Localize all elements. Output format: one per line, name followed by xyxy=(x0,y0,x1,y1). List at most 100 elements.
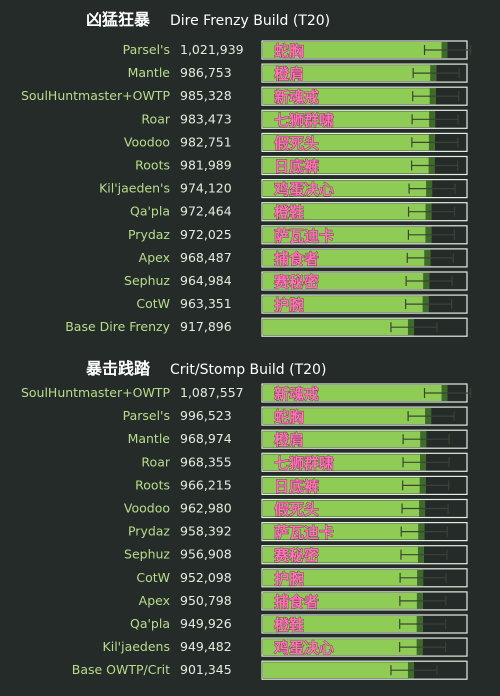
value-label: 963,351 xyxy=(180,296,232,311)
category-label: Voodoo xyxy=(124,134,170,149)
bar xyxy=(261,521,468,542)
category-label: Roots xyxy=(135,477,170,492)
annotation-tag: 新魂戒 xyxy=(274,88,319,106)
bar-fill xyxy=(263,134,435,151)
value-label: 956,908 xyxy=(180,547,232,562)
bar-row: Mantle 986,753 橙肩 xyxy=(128,63,468,83)
bar-row: Parsel's 996,523 蛇胸 xyxy=(123,406,468,426)
value-label: 982,751 xyxy=(180,134,232,149)
chart-rows-dire-frenzy: Parsel's 1,021,939 蛇胸 Mantle 986,753 橙肩 SoulHu… xyxy=(21,40,472,337)
bar-fill xyxy=(263,662,414,679)
bar xyxy=(261,475,468,495)
category-label: Mantle xyxy=(128,431,171,446)
value-label: 950,798 xyxy=(180,593,232,608)
bar xyxy=(261,660,468,680)
chart-section-dire-frenzy: 凶猛狂暴 Dire Frenzy Build (T20) Parsel's 1,0… xyxy=(21,10,472,337)
category-label: Prydaz xyxy=(128,524,170,539)
chart-title-crit-stomp: 暴击践踏 xyxy=(85,359,151,378)
bar-row: Voodoo 962,980 假死头 xyxy=(124,498,468,519)
bar-row: Roar 983,473 七狮群啸 xyxy=(141,109,468,130)
bar-fill xyxy=(263,273,430,289)
bar-row: Prydaz 958,392 萨瓦迪卡 xyxy=(128,521,468,542)
annotation-tag: 赛秘密 xyxy=(273,273,319,291)
bar-fill xyxy=(263,296,429,313)
bar-fill xyxy=(263,180,433,197)
chart-rows-crit-stomp: SoulHuntmaster+OWTP 1,087,557 新魂戒 Parsel's 9… xyxy=(21,383,472,680)
annotation-tag: 新魂戒 xyxy=(274,385,319,403)
category-label: Mantle xyxy=(128,65,171,80)
category-label: Sephuz xyxy=(124,273,170,288)
bar xyxy=(261,498,468,519)
bar xyxy=(261,225,468,245)
value-label: 901,345 xyxy=(180,662,232,677)
annotation-tag: 赛秘密 xyxy=(273,547,319,565)
annotation-tag: 蛇胸 xyxy=(274,408,304,426)
annotation-tag: 鸡蛋决心 xyxy=(273,181,334,199)
category-label: Roots xyxy=(135,158,170,173)
bar xyxy=(261,86,468,106)
bar-fill xyxy=(263,88,436,105)
bar xyxy=(261,429,468,449)
category-label: Apex xyxy=(139,593,170,608)
bar-row: Prydaz 972,025 萨瓦迪卡 xyxy=(128,225,468,245)
category-label: Apex xyxy=(139,250,170,265)
chart-title-dire-frenzy: 凶猛狂暴 xyxy=(86,10,151,29)
bar-row: Apex 950,798 捕食者 xyxy=(139,591,468,611)
value-label: 952,098 xyxy=(180,570,232,585)
value-label: 962,980 xyxy=(180,501,232,516)
bar-fill xyxy=(263,546,424,563)
value-label: 985,328 xyxy=(180,88,232,103)
bar-row: Kil'jaeden's 974,120 鸡蛋决心 xyxy=(99,179,468,199)
category-label: Parsel's xyxy=(123,408,170,423)
bar-row: Qa'pla 972,464 橙鞋 xyxy=(130,202,468,222)
value-label: 917,896 xyxy=(180,319,232,334)
bar-fill xyxy=(263,431,427,448)
value-label: 996,523 xyxy=(180,408,232,423)
bar-row: CotW 952,098 护腕 xyxy=(136,568,468,588)
value-label: 958,392 xyxy=(180,524,232,539)
bar-row: Roots 981,989 日底裤 xyxy=(135,155,468,176)
bar-row: Roots 966,215 日底裤 xyxy=(135,475,468,496)
annotation-tag: 萨瓦迪卡 xyxy=(274,524,334,542)
value-label: 972,025 xyxy=(180,227,232,242)
bar-row: Sephuz 956,908 赛秘密 xyxy=(124,545,468,565)
category-label: Roar xyxy=(141,111,170,126)
value-label: 968,974 xyxy=(180,431,232,446)
bar-row: Apex 968,487 捕食者 xyxy=(139,248,468,268)
annotation-tag: 日底裤 xyxy=(274,477,319,495)
category-label: Qa'pla xyxy=(130,616,170,631)
category-label: CotW xyxy=(136,570,170,585)
value-label: 949,926 xyxy=(180,616,232,631)
annotation-tag: 护腕 xyxy=(274,570,304,588)
bar-row: Voodoo 982,751 假死头 xyxy=(124,132,468,153)
value-label: 949,482 xyxy=(180,639,232,654)
bar-fill xyxy=(263,616,423,632)
category-label: Qa'pla xyxy=(130,204,170,219)
bar xyxy=(261,406,468,426)
annotation-tag: 捕食者 xyxy=(274,593,319,611)
value-label: 968,355 xyxy=(180,454,232,469)
annotation-tag: 假死头 xyxy=(274,134,319,152)
annotation-tag: 日底裤 xyxy=(274,158,319,176)
bar-row: Roar 968,355 七狮群啸 xyxy=(141,452,468,473)
bar xyxy=(261,614,468,634)
value-label: 1,087,557 xyxy=(180,385,244,400)
category-label: SoulHuntmaster+OWTP xyxy=(21,385,171,400)
bar-fill xyxy=(263,569,424,586)
bar-fill xyxy=(263,226,432,243)
bar xyxy=(261,155,468,176)
bar xyxy=(261,452,468,472)
bar-row: Sephuz 964,984 赛秘密 xyxy=(124,271,468,291)
bar-fill xyxy=(263,203,432,220)
bar xyxy=(261,109,468,129)
bar-row: SoulHuntmaster+OWTP 985,328 新魂戒 xyxy=(21,86,468,106)
chart-subtitle-crit-stomp: Crit/Stomp Build (T20) xyxy=(170,362,326,378)
bar-fill xyxy=(263,65,437,82)
annotation-tag: 蛇胸 xyxy=(274,42,304,60)
bar-fill xyxy=(263,477,426,494)
value-label: 1,021,939 xyxy=(180,42,244,57)
bar-fill xyxy=(263,454,427,471)
bar xyxy=(261,248,468,268)
